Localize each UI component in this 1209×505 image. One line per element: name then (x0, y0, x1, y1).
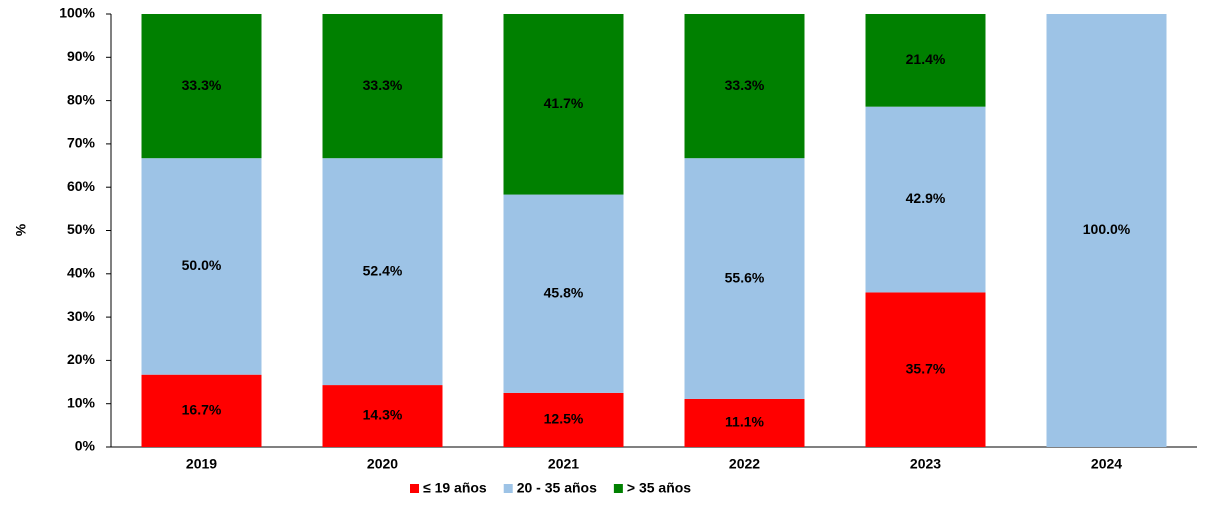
data-label: 33.3% (725, 77, 765, 93)
legend-label: > 35 años (627, 480, 691, 496)
y-tick-label: 80% (67, 91, 96, 107)
y-tick-label: 0% (75, 438, 96, 454)
data-label: 14.3% (363, 407, 403, 423)
bar-segment (684, 158, 805, 399)
data-label: 42.9% (906, 190, 946, 206)
data-label: 11.1% (725, 414, 764, 430)
bar-segment (503, 194, 624, 393)
data-label: 45.8% (544, 284, 584, 300)
bar-segment (322, 14, 443, 159)
data-label: 52.4% (363, 262, 403, 278)
legend-label: 20 - 35 años (517, 480, 597, 496)
y-tick-label: 100% (59, 5, 95, 21)
bar-segment (322, 158, 443, 386)
data-label: 16.7% (182, 402, 222, 418)
bar-segment (865, 106, 986, 293)
y-tick-label: 60% (67, 178, 96, 194)
data-label: 12.5% (544, 411, 584, 427)
y-tick-label: 70% (67, 135, 96, 151)
data-label: 35.7% (906, 360, 946, 376)
bar-segment (141, 158, 262, 375)
data-label: 33.3% (363, 77, 403, 93)
bar-segment (684, 398, 805, 447)
legend-swatch (410, 484, 419, 493)
y-tick-label: 50% (67, 221, 96, 237)
y-tick-label: 20% (67, 351, 96, 367)
data-label: 33.3% (182, 77, 222, 93)
data-label: 41.7% (544, 95, 584, 111)
data-label: 55.6% (725, 269, 765, 285)
bar-segment (1046, 14, 1167, 447)
y-tick-label: 90% (67, 48, 96, 64)
x-tick-label: 2022 (729, 456, 760, 472)
y-tick-label: 30% (67, 308, 96, 324)
bar-segment (865, 292, 986, 447)
data-label: 100.0% (1083, 221, 1131, 237)
y-tick-label: 40% (67, 265, 96, 281)
x-tick-label: 2020 (367, 456, 398, 472)
bar-segment (865, 14, 986, 107)
data-label: 50.0% (182, 257, 222, 273)
x-tick-label: 2024 (1091, 456, 1122, 472)
legend-swatch (613, 484, 623, 493)
bar-segment (322, 385, 443, 447)
data-label: 21.4% (906, 51, 946, 67)
bar-segment (503, 14, 624, 195)
bar-segment (141, 14, 262, 159)
y-tick-label: 10% (67, 394, 96, 410)
bar-segment (141, 374, 262, 447)
legend-label: ≤ 19 años (423, 480, 487, 496)
bar-segment (684, 14, 805, 159)
x-tick-label: 2019 (186, 456, 217, 472)
y-axis-label: % (13, 223, 29, 236)
x-tick-label: 2023 (910, 456, 941, 472)
legend-swatch (503, 484, 513, 493)
bar-segment (503, 392, 624, 447)
x-tick-label: 2021 (548, 456, 579, 472)
